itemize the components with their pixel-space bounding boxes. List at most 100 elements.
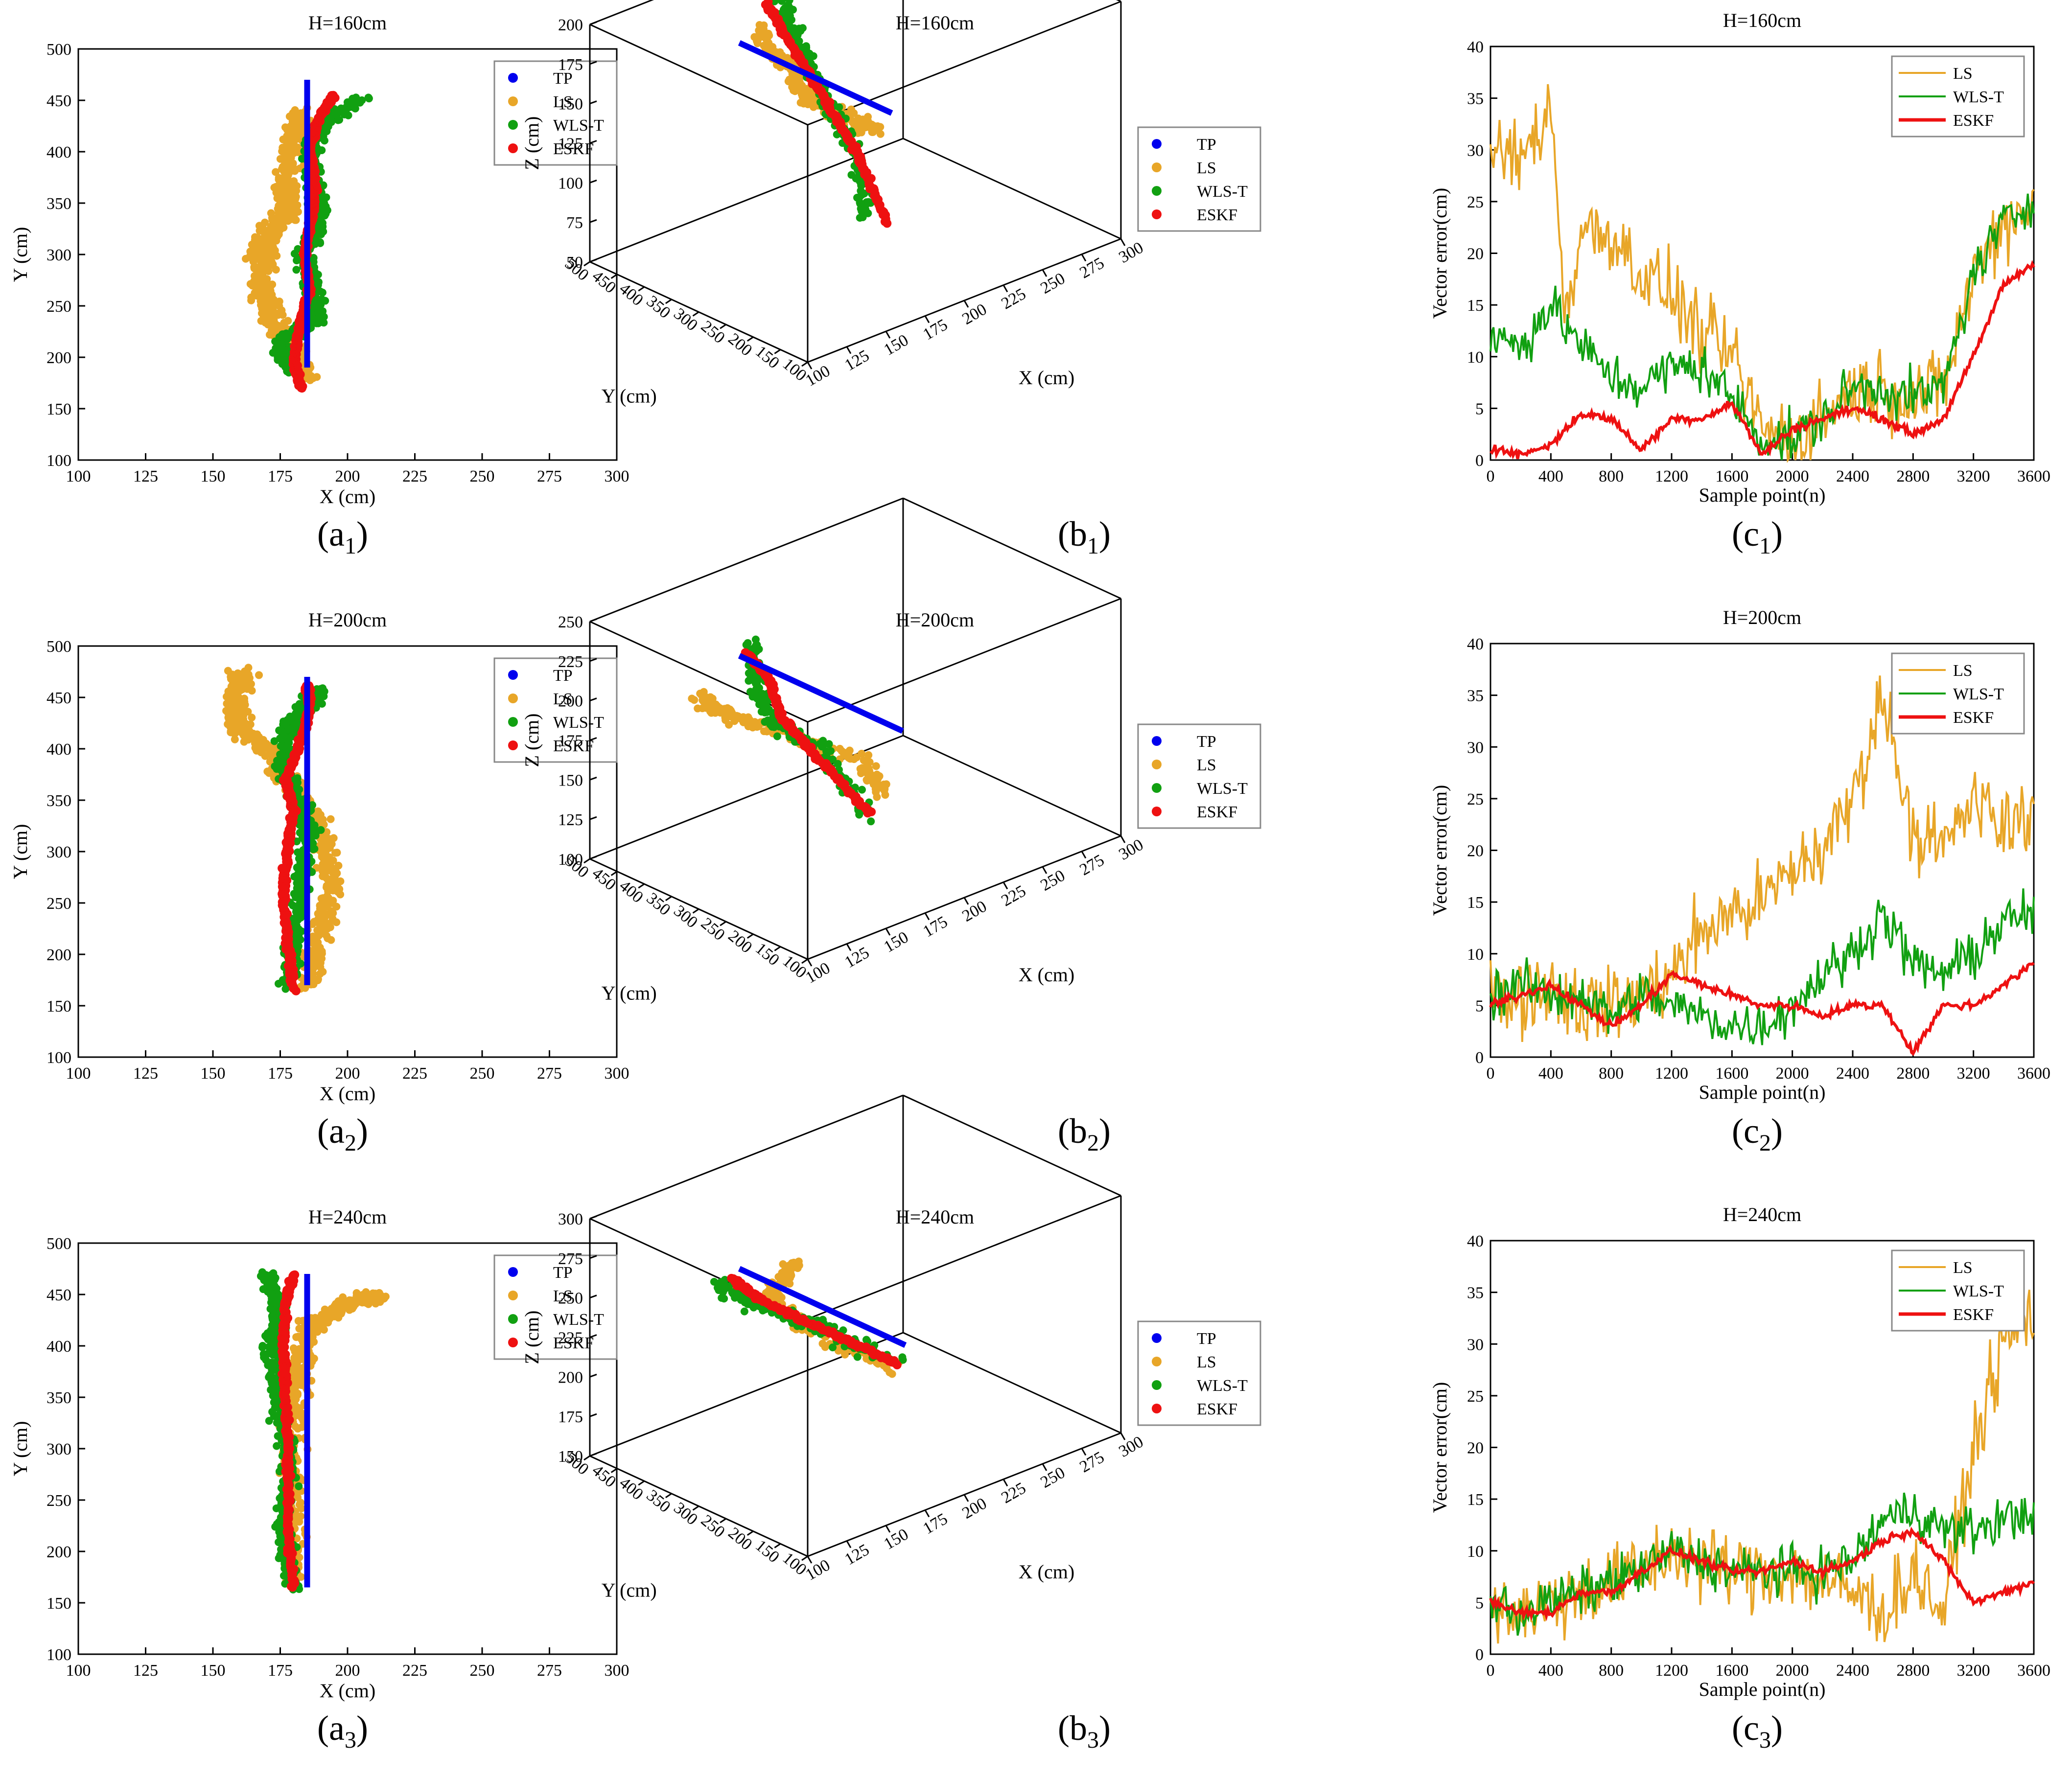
y-tick-label: 300 xyxy=(670,305,701,335)
box-edge xyxy=(589,497,904,623)
x-tick-label: 250 xyxy=(470,1662,495,1680)
legend-entry: WLS-T xyxy=(1197,780,1248,798)
z-tick-label: 125 xyxy=(558,135,583,153)
z-tick-label: 75 xyxy=(566,214,583,232)
panel-caption: (a1) xyxy=(317,514,368,559)
data-point xyxy=(753,32,762,41)
y-tick-label: 300 xyxy=(47,843,71,861)
z-tick-mark xyxy=(589,179,597,184)
legend-marker xyxy=(1152,186,1162,196)
x-tick-label: 150 xyxy=(881,928,912,956)
x-axis-label: Sample point(n) xyxy=(1699,1081,1826,1103)
x-axis-label: X (cm) xyxy=(320,485,375,508)
data-point xyxy=(224,667,232,675)
y-tick-label: 250 xyxy=(698,317,728,347)
data-point xyxy=(290,177,298,185)
data-point xyxy=(327,91,336,100)
data-point xyxy=(744,639,752,647)
y-tick-label: 350 xyxy=(47,195,71,213)
y-tick-label: 150 xyxy=(752,342,783,372)
legend-entry: ESKF xyxy=(1953,112,1994,130)
data-point xyxy=(318,288,326,297)
data-point xyxy=(297,109,305,117)
data-point xyxy=(291,216,299,224)
y-tick-label: 400 xyxy=(47,740,71,759)
z-tick-label: 150 xyxy=(558,95,583,114)
x-tick-label: 225 xyxy=(402,467,427,485)
y-tick-label: 350 xyxy=(47,1389,71,1407)
x-tick-label: 800 xyxy=(1599,1064,1624,1083)
legend-marker xyxy=(1152,760,1162,769)
panel-caption: (b2) xyxy=(1058,1111,1111,1156)
y-tick-label: 20 xyxy=(1467,245,1484,263)
x-tick-label: 275 xyxy=(537,1662,562,1680)
y-tick-label: 500 xyxy=(47,1235,71,1253)
x-axis-label: X (cm) xyxy=(320,1680,375,1702)
legend-entry: WLS-T xyxy=(1953,685,2004,703)
z-axis-label: Z (cm) xyxy=(521,116,543,170)
x-tick-mark xyxy=(1081,254,1087,262)
panel-title: H=240cm xyxy=(308,1206,387,1228)
x-tick-label: 200 xyxy=(335,1662,360,1680)
data-point xyxy=(690,696,698,704)
data-point xyxy=(244,670,253,679)
legend-marker xyxy=(508,143,518,153)
x-tick-mark xyxy=(924,315,930,323)
legend-marker xyxy=(1152,783,1162,793)
x-tick-label: 2800 xyxy=(1896,1064,1930,1083)
data-point xyxy=(267,209,275,217)
y-tick-label: 5 xyxy=(1475,997,1484,1015)
data-point xyxy=(281,123,289,132)
y-axis-label: Y (cm) xyxy=(9,227,31,282)
x-axis-label: X (cm) xyxy=(1019,367,1074,389)
data-point xyxy=(283,141,292,150)
x-tick-label: 275 xyxy=(1077,851,1108,879)
data-point xyxy=(804,100,812,109)
z-tick-label: 100 xyxy=(558,174,583,192)
legend-entry: LS xyxy=(1197,756,1216,774)
x-tick-label: 100 xyxy=(66,1064,91,1083)
panel-title: H=160cm xyxy=(1723,9,1801,31)
x-tick-label: 800 xyxy=(1599,467,1624,485)
x-tick-label: 250 xyxy=(1038,866,1069,895)
y-axis-label: Y (cm) xyxy=(602,385,657,407)
data-point xyxy=(244,664,253,672)
data-point xyxy=(696,690,704,698)
legend-marker xyxy=(508,120,518,130)
data-point xyxy=(320,687,328,695)
data-point xyxy=(309,254,318,262)
z-tick-label: 250 xyxy=(558,613,583,631)
caption-subscript: 1 xyxy=(1087,533,1099,559)
z-tick-label: 50 xyxy=(566,254,583,272)
data-point xyxy=(266,287,275,295)
y-tick-label: 5 xyxy=(1475,400,1484,418)
panel-title: H=200cm xyxy=(1723,606,1801,628)
legend-marker xyxy=(508,73,518,83)
y-tick-label: 450 xyxy=(47,689,71,707)
z-tick-label: 200 xyxy=(558,693,583,711)
legend-entry: ESKF xyxy=(1197,206,1237,224)
data-point xyxy=(279,1571,288,1580)
x-tick-mark xyxy=(963,897,969,905)
series-ls xyxy=(688,688,890,801)
x-tick-label: 175 xyxy=(920,913,951,941)
z-tick-label: 150 xyxy=(558,771,583,789)
data-point xyxy=(380,1294,388,1303)
data-point xyxy=(867,817,875,826)
y-tick-label: 250 xyxy=(698,914,728,944)
y-tick-label: 350 xyxy=(47,792,71,810)
x-tick-label: 100 xyxy=(66,1662,91,1680)
data-point xyxy=(786,3,794,12)
x-tick-mark xyxy=(1042,866,1048,874)
z-tick-label: 200 xyxy=(558,16,583,34)
x-tick-label: 275 xyxy=(1077,254,1108,282)
x-tick-label: 250 xyxy=(1038,269,1069,298)
y-axis-label: Y (cm) xyxy=(9,824,31,879)
y-tick-label: 150 xyxy=(47,1594,71,1613)
series-wls-t-line xyxy=(1490,888,2035,1045)
data-point xyxy=(336,1301,344,1309)
data-point xyxy=(358,96,366,104)
